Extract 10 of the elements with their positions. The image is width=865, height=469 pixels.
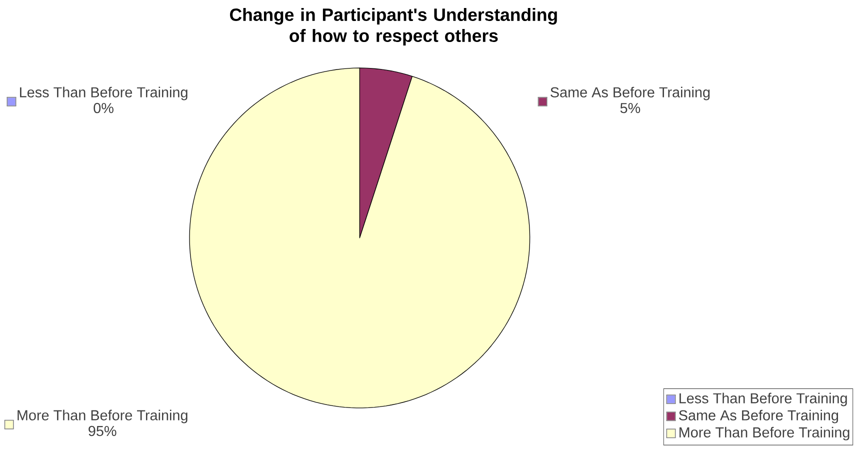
chart-title: Change in Participant's Understanding of how to respect others bbox=[230, 8, 557, 46]
legend-label: More Than Before Training bbox=[18, 410, 188, 424]
legend-label: Same As Before Training bbox=[550, 86, 710, 100]
legend-label: Less Than Before Training bbox=[20, 86, 188, 100]
text: 0% bbox=[94, 102, 114, 114]
category-label: Less Than Before Training bbox=[680, 392, 847, 406]
category-label: Same As Before Training bbox=[679, 410, 838, 424]
data-label: 5% bbox=[620, 102, 640, 114]
category-label: More Than Before Training bbox=[680, 426, 850, 440]
data-label: 95% bbox=[88, 426, 116, 436]
